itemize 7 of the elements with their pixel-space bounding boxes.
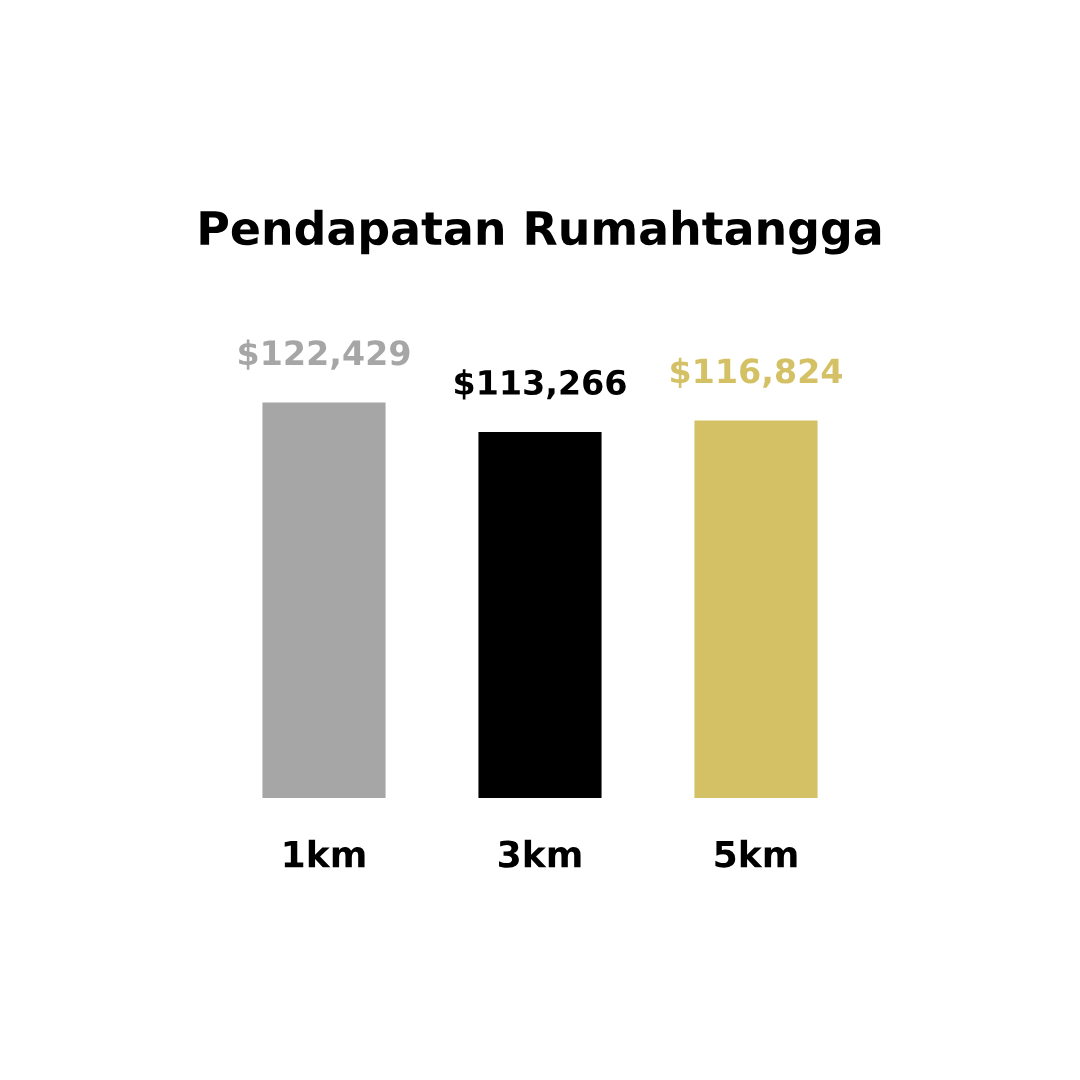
x-tick-label: 1km xyxy=(284,839,365,868)
chart-title: Pendapatan Rumahtangga xyxy=(200,209,881,255)
data-label: $116,824 xyxy=(671,357,842,388)
data-label: $122,429 xyxy=(239,339,410,370)
x-tick-label: 3km xyxy=(499,839,581,868)
data-label: $113,266 xyxy=(455,369,626,400)
x-tick-label: 5km xyxy=(715,839,797,868)
